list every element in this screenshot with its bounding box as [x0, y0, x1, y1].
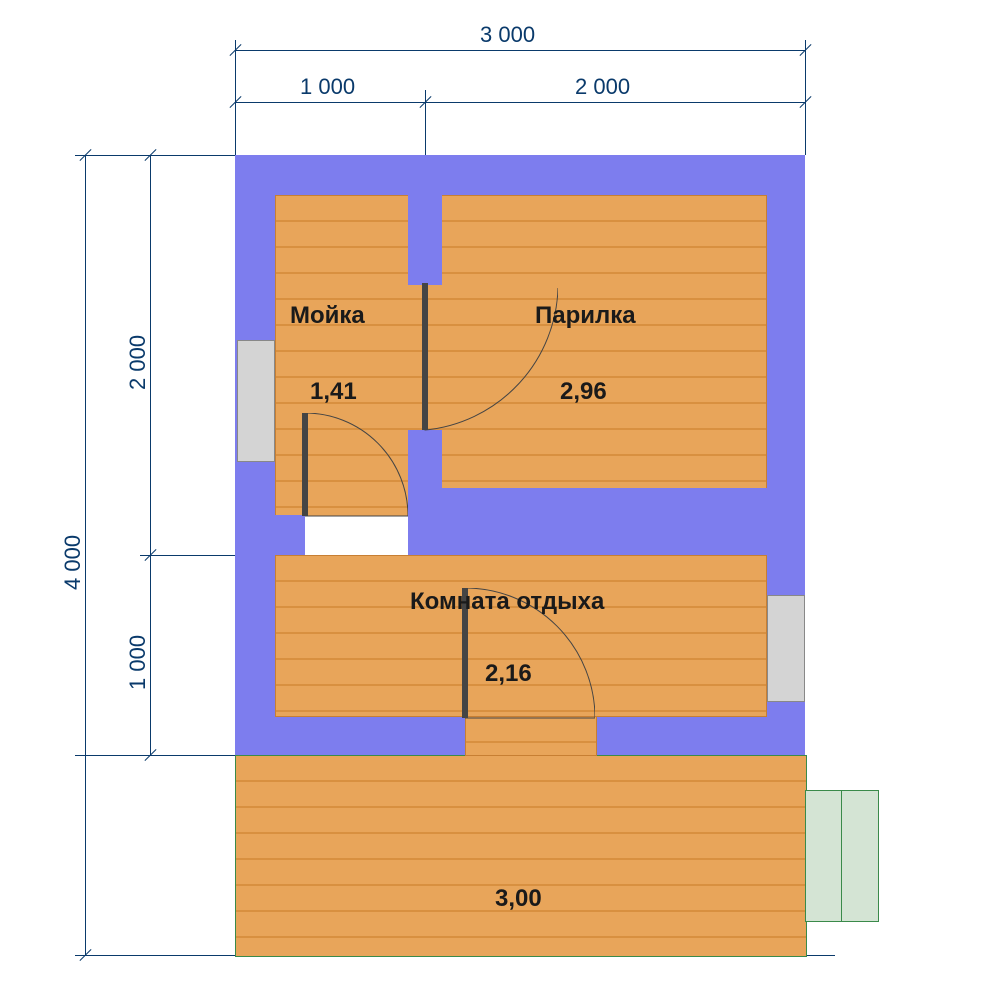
- window-right-lower: [767, 595, 805, 702]
- dim-ext: [75, 155, 235, 156]
- wall-internal-horizontal-left: [235, 515, 305, 555]
- area-parilka: 2,96: [560, 378, 607, 406]
- porch-step-2: [841, 790, 879, 922]
- dim-ext: [75, 755, 235, 756]
- porch-outline: [235, 755, 807, 957]
- dim-label-top-left: 1 000: [300, 74, 355, 100]
- wall-top: [235, 155, 805, 195]
- label-parilka: Парилка: [535, 302, 636, 330]
- dim-label-top-total: 3 000: [480, 22, 535, 48]
- floor-interior-lower: [275, 555, 767, 717]
- porch-step-1: [805, 790, 843, 922]
- dim-label-left-lower: 1 000: [125, 635, 151, 690]
- floor-interior-upper: [275, 195, 767, 517]
- dim-label-top-right: 2 000: [575, 74, 630, 100]
- dim-label-left-upper: 2 000: [125, 335, 151, 390]
- area-komnata: 2,16: [485, 660, 532, 688]
- dim-ext: [805, 40, 806, 155]
- window-left-upper: [237, 340, 275, 462]
- dim-line-top-total: [235, 50, 805, 51]
- area-porch: 3,00: [495, 885, 542, 913]
- label-komnata: Комната отдыха: [410, 588, 604, 616]
- floor-gap-porch: [465, 716, 597, 756]
- dim-line-top-sub: [235, 102, 805, 103]
- floorplan-canvas: 3 000 1 000 2 000 4 000 2 000 1 000: [0, 0, 1000, 1000]
- wall-internal-vertical-stub: [408, 430, 442, 488]
- area-moika: 1,41: [310, 378, 357, 406]
- dim-ext: [235, 40, 236, 155]
- wall-internal-horizontal-right: [408, 488, 805, 555]
- label-moika: Мойка: [290, 302, 365, 330]
- dim-label-left-total: 4 000: [60, 535, 86, 590]
- dim-ext: [425, 90, 426, 155]
- dim-ext: [140, 555, 235, 556]
- wall-internal-vertical: [408, 155, 442, 285]
- gap-moika-komnata: [305, 516, 408, 554]
